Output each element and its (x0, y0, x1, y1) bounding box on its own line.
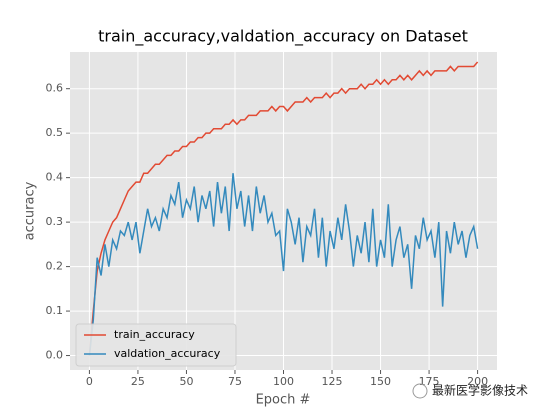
watermark: 最新医学影像技术 (432, 383, 528, 398)
x-tick-label: 150 (370, 375, 391, 388)
line-series (88, 61, 479, 356)
legend-label: valdation_accuracy (114, 347, 221, 360)
y-tick-label: 0.0 (46, 349, 64, 362)
x-tick-label: 100 (273, 375, 294, 388)
x-tick-label: 0 (86, 375, 93, 388)
x-tick-label: 200 (467, 375, 488, 388)
x-tick-label: 125 (322, 375, 343, 388)
chart-title: train_accuracy,valdation_accuracy on Dat… (98, 27, 468, 47)
legend-label: train_accuracy (114, 328, 195, 341)
x-tick-label: 50 (179, 375, 193, 388)
watermark-icon (412, 383, 428, 399)
y-axis-label: accuracy (23, 181, 38, 240)
y-tick-label: 0.2 (46, 260, 64, 273)
y-tick-label: 0.5 (46, 126, 64, 139)
y-tick-label: 0.4 (46, 171, 64, 184)
line-series (88, 173, 479, 356)
y-tick-label: 0.6 (46, 82, 64, 95)
x-axis-label: Epoch # (256, 393, 311, 408)
y-tick-label: 0.3 (46, 215, 64, 228)
x-tick-label: 25 (131, 375, 145, 388)
legend-box (75, 323, 237, 367)
y-tick-label: 0.1 (46, 304, 64, 317)
x-tick-label: 75 (228, 375, 242, 388)
